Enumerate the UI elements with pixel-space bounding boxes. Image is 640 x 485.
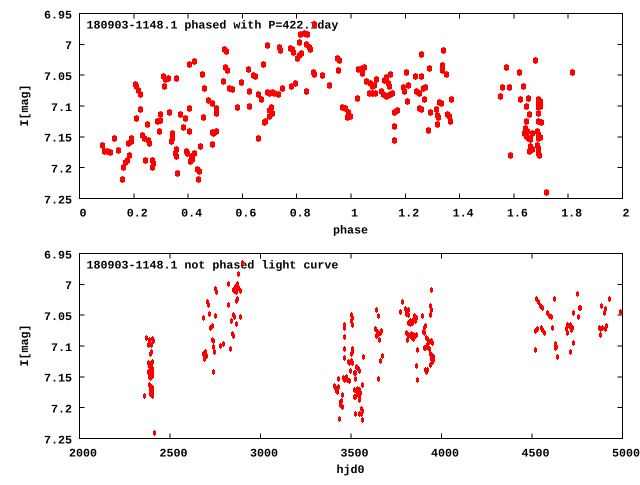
svg-text:7: 7 [65,39,72,53]
svg-text:7.05: 7.05 [44,70,72,84]
svg-text:7.1: 7.1 [51,341,72,355]
svg-text:3500: 3500 [341,447,369,461]
svg-text:4000: 4000 [431,447,459,461]
svg-text:1.6: 1.6 [507,207,528,221]
svg-text:I[mag]: I[mag] [18,325,32,367]
svg-text:7.2: 7.2 [51,163,72,177]
svg-text:6.95: 6.95 [44,248,72,262]
svg-text:180903-1148.1 not phased light: 180903-1148.1 not phased light curve [87,259,339,273]
svg-text:phase: phase [333,224,368,238]
svg-text:1.8: 1.8 [561,207,582,221]
svg-text:5000: 5000 [612,447,640,461]
svg-text:7.25: 7.25 [44,433,72,447]
svg-text:I[mag]: I[mag] [18,85,32,127]
svg-text:7.15: 7.15 [44,372,72,386]
svg-text:0.8: 0.8 [290,207,311,221]
svg-text:1.4: 1.4 [453,207,474,221]
svg-text:1: 1 [351,207,358,221]
svg-text:7.25: 7.25 [44,193,72,207]
svg-text:7.1: 7.1 [51,101,72,115]
svg-text:7.05: 7.05 [44,310,72,324]
svg-text:0: 0 [80,207,87,221]
svg-text:2: 2 [623,207,630,221]
svg-text:0.4: 0.4 [181,207,202,221]
svg-text:3000: 3000 [250,447,278,461]
svg-text:0.6: 0.6 [235,207,256,221]
svg-text:hjd0: hjd0 [337,463,365,477]
svg-text:4500: 4500 [522,447,550,461]
svg-text:7.2: 7.2 [51,403,72,417]
svg-text:2500: 2500 [160,447,188,461]
svg-text:180903-1148.1 phased with P=42: 180903-1148.1 phased with P=422.1day [87,19,339,33]
svg-text:7: 7 [65,279,72,293]
svg-text:2000: 2000 [69,447,97,461]
svg-text:7.15: 7.15 [44,132,72,146]
svg-text:6.95: 6.95 [44,8,72,22]
svg-text:0.2: 0.2 [127,207,148,221]
svg-text:1.2: 1.2 [398,207,419,221]
